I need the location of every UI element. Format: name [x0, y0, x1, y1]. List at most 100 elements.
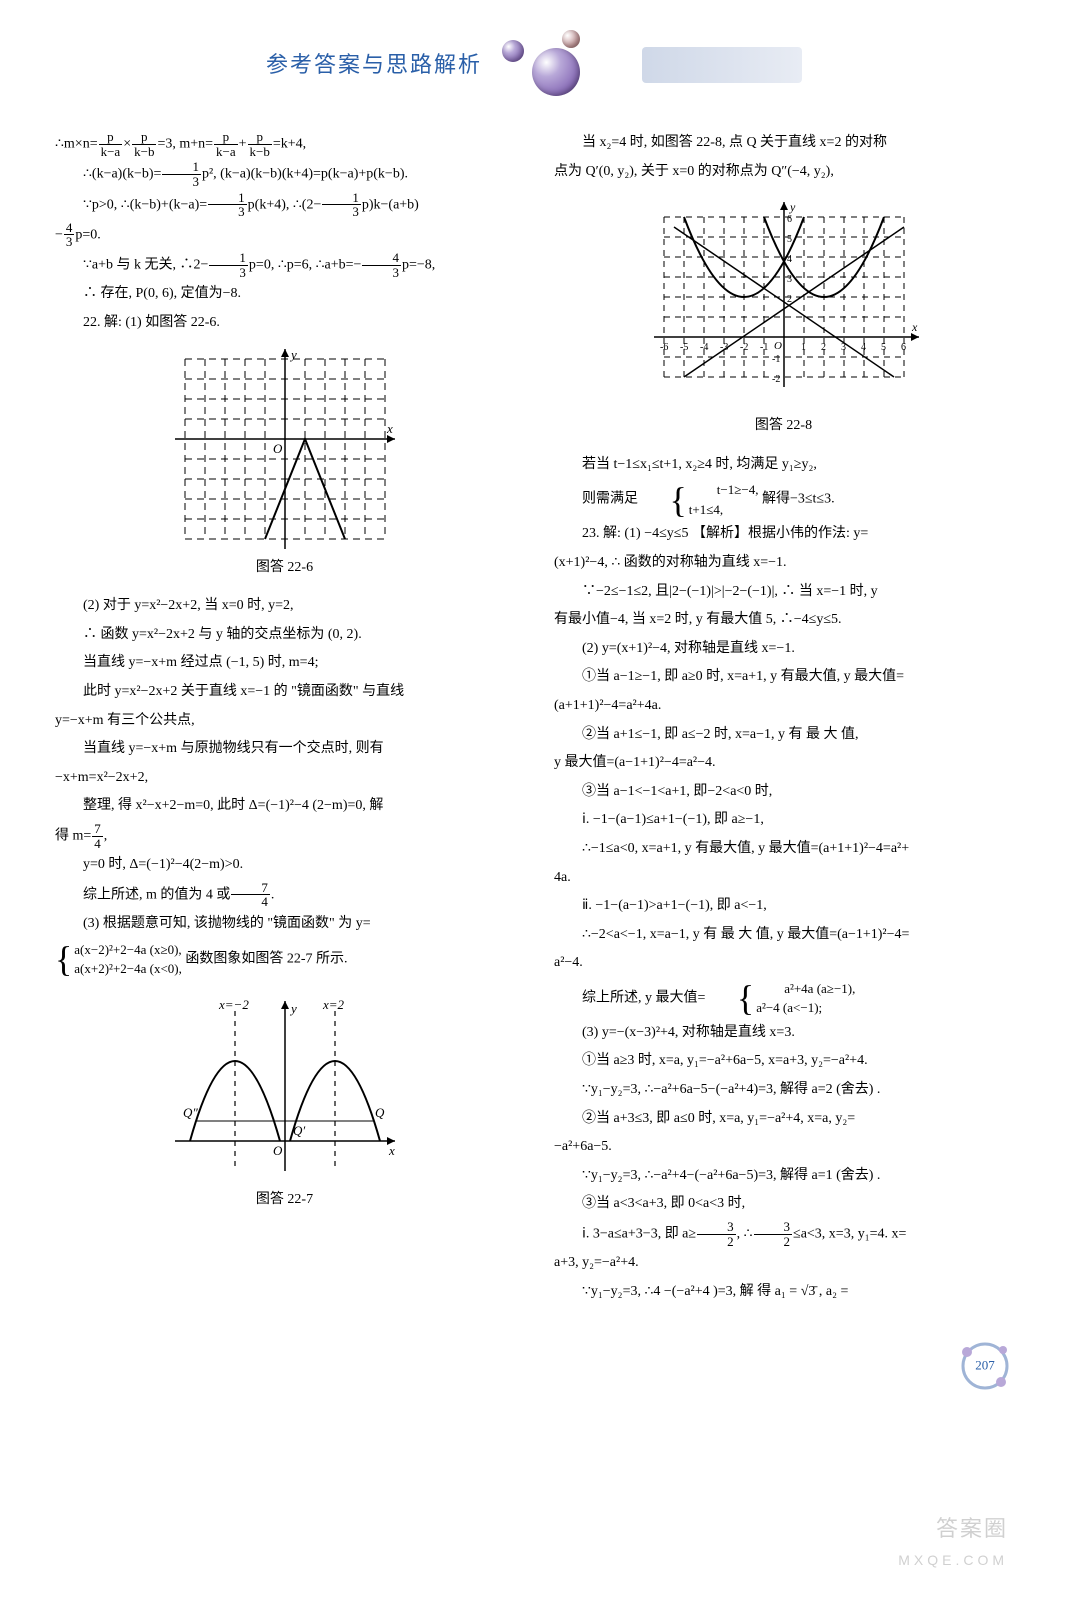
- svg-text:O: O: [774, 340, 782, 352]
- line: 综上所述, y 最大值= {a²+4a (a≥−1),a²−4 (a<−1);: [554, 979, 1013, 1018]
- line: ①当 a≥3 时, x=a, y₁=−a²+6a−5, x=a+3, y₂=−a…: [554, 1048, 1013, 1075]
- line: 4a.: [554, 865, 1013, 892]
- line: ∵p>0, ∴(k−b)+(k−a)=13p(k+4), ∴(2−13p)k−(…: [55, 191, 514, 219]
- line: ∵−2≤−1≤2, 且|2−(−1)|>|−2−(−1)|, ∴ 当 x=−1 …: [554, 579, 1013, 606]
- line: ∴−1≤a<0, x=a+1, y 有最大值, y 最大值=(a+1+1)²−4…: [554, 836, 1013, 863]
- line: ∵y₁−y₂=3, ∴−a²+4−(−a²+6a−5)=3, 解得 a=1 (舍…: [554, 1163, 1013, 1190]
- line: (3) y=−(x−3)²+4, 对称轴是直线 x=3.: [554, 1020, 1013, 1047]
- watermark-sub: MXQE.COM: [898, 1547, 1008, 1574]
- line: ②当 a+1≤−1, 即 a≤−2 时, x=a−1, y 有 最 大 值,: [554, 722, 1013, 749]
- line: 若当 t−1≤x₁≤t+1, x₂≥4 时, 均满足 y₁≥y₂,: [554, 452, 1013, 479]
- page-number: 207: [975, 1353, 995, 1378]
- svg-text:5: 5: [881, 342, 886, 353]
- orb-large: [532, 48, 580, 96]
- svg-text:4: 4: [861, 342, 866, 353]
- figure-22-6: O x y 图答 22-6: [55, 349, 514, 582]
- figure-caption: 图答 22-8: [755, 413, 812, 440]
- figure-caption: 图答 22-6: [256, 555, 313, 582]
- line: 当直线 y=−x+m 经过点 (−1, 5) 时, m=4;: [55, 650, 514, 677]
- line: 23. 解: (1) −4≤y≤5 【解析】根据小伟的作法: y=: [554, 521, 1013, 548]
- line: 此时 y=x²−2x+2 关于直线 x=−1 的 "镜面函数" 与直线: [55, 679, 514, 706]
- svg-text:-1: -1: [772, 354, 780, 365]
- svg-text:y: y: [289, 1001, 297, 1016]
- svg-text:x: x: [388, 1143, 395, 1158]
- line: y=0 时, Δ=(−1)²−4(2−m)>0.: [55, 852, 514, 879]
- content-columns: ∴m×n=pk−a×pk−b=3, m+n=pk−a+pk−b=k+4, ∴(k…: [55, 130, 1013, 1308]
- svg-text:-4: -4: [700, 342, 708, 353]
- line: (a+1+1)²−4=a²+4a.: [554, 693, 1013, 720]
- line: ②当 a+3≤3, 即 a≤0 时, x=a, y₁=−a²+4, x=a, y…: [554, 1106, 1013, 1133]
- figure-caption: 图答 22-7: [256, 1187, 313, 1214]
- line: ③当 a−1<−1<a+1, 即−2<a<0 时,: [554, 779, 1013, 806]
- svg-text:x: x: [911, 320, 918, 334]
- line: { a(x−2)²+2−4a (x≥0), a(x+2)²+2−4a (x<0)…: [55, 940, 514, 979]
- line: a+3, y₂=−a²+4.: [554, 1250, 1013, 1277]
- line: 则需满足 {t−1≥−4,t+1≤4, 解得−3≤t≤3.: [554, 480, 1013, 519]
- line: 22. 解: (1) 如图答 22-6.: [55, 310, 514, 337]
- left-column: ∴m×n=pk−a×pk−b=3, m+n=pk−a+pk−b=k+4, ∴(k…: [55, 130, 514, 1308]
- line: ∴−2<a<−1, x=a−1, y 有 最 大 值, y 最大值=(a−1+1…: [554, 922, 1013, 949]
- page-header: 参考答案与思路解析: [55, 30, 1013, 100]
- header-title: 参考答案与思路解析: [266, 44, 482, 86]
- line: 综上所述, m 的值为 4 或74.: [55, 881, 514, 909]
- svg-text:-2: -2: [740, 342, 748, 353]
- line: 得 m=74,: [55, 822, 514, 850]
- line: ∵y₁−y₂=3, ∴−a²+6a−5−(−a²+4)=3, 解得 a=2 (舍…: [554, 1077, 1013, 1104]
- line: ∴ 存在, P(0, 6), 定值为−8.: [55, 281, 514, 308]
- line: ∵y₁−y₂=3, ∴4 −(−a²+4 )=3, 解 得 a₁ = √3̄ ,…: [554, 1279, 1013, 1306]
- svg-text:O: O: [273, 1143, 283, 1158]
- line: 有最小值−4, 当 x=2 时, y 有最大值 5, ∴−4≤y≤5.: [554, 607, 1013, 634]
- line: 整理, 得 x²−x+2−m=0, 此时 Δ=(−1)²−4 (2−m)=0, …: [55, 793, 514, 820]
- header-banner: [642, 47, 802, 83]
- svg-text:3: 3: [841, 342, 846, 353]
- line: ⅱ. −1−(a−1)>a+1−(−1), 即 a<−1,: [554, 893, 1013, 920]
- line: ③当 a<3<a+3, 即 0<a<3 时,: [554, 1191, 1013, 1218]
- line: 当 x₂=4 时, 如图答 22-8, 点 Q 关于直线 x=2 的对称: [554, 130, 1013, 157]
- svg-text:-6: -6: [660, 342, 668, 353]
- svg-text:O: O: [273, 441, 283, 456]
- svg-text:3: 3: [787, 274, 792, 285]
- line: ①当 a−1≥−1, 即 a≥0 时, x=a+1, y 有最大值, y 最大值…: [554, 664, 1013, 691]
- line: y=−x+m 有三个公共点,: [55, 708, 514, 735]
- line: ∵a+b 与 k 无关, ∴2−13p=0, ∴p=6, ∴a+b=−43p=−…: [55, 251, 514, 279]
- line: ⅰ. 3−a≤a+3−3, 即 a≥32, ∴32≤a<3, x=3, y₁=4…: [554, 1220, 1013, 1248]
- svg-text:2: 2: [787, 294, 792, 305]
- svg-text:-1: -1: [760, 342, 768, 353]
- svg-text:Q″: Q″: [183, 1105, 198, 1120]
- orb-small: [502, 40, 524, 62]
- svg-text:2: 2: [821, 342, 826, 353]
- line: −a²+6a−5.: [554, 1134, 1013, 1161]
- svg-text:x: x: [386, 421, 393, 436]
- line: ⅰ. −1−(a−1)≤a+1−(−1), 即 a≥−1,: [554, 807, 1013, 834]
- svg-text:x=−2: x=−2: [218, 997, 249, 1012]
- line: −43p=0.: [55, 221, 514, 249]
- svg-text:-2: -2: [772, 374, 780, 385]
- svg-text:Q′: Q′: [293, 1123, 305, 1138]
- page-badge: 207: [55, 1338, 1013, 1405]
- watermark-main: 答案圈: [936, 1508, 1008, 1550]
- svg-text:y: y: [789, 200, 796, 214]
- line: a²−4.: [554, 950, 1013, 977]
- svg-text:-3: -3: [720, 342, 728, 353]
- line: ∴(k−a)(k−b)=13p², (k−a)(k−b)(k+4)=p(k−a)…: [55, 160, 514, 188]
- svg-text:6: 6: [787, 214, 792, 225]
- line: ∴ 函数 y=x²−2x+2 与 y 轴的交点坐标为 (0, 2).: [55, 622, 514, 649]
- line: (2) y=(x+1)²−4, 对称轴是直线 x=−1.: [554, 636, 1013, 663]
- svg-text:y: y: [289, 349, 297, 362]
- line: ∴m×n=pk−a×pk−b=3, m+n=pk−a+pk−b=k+4,: [55, 130, 514, 158]
- line: (2) 对于 y=x²−2x+2, 当 x=0 时, y=2,: [55, 593, 514, 620]
- orb-tiny: [562, 30, 580, 48]
- figure-22-8: -6-5 -4-3 -2-1 12 34 56 -1-2 23 45 6 O x…: [554, 197, 1013, 440]
- line: y 最大值=(a−1+1)²−4=a²−4.: [554, 750, 1013, 777]
- line: 当直线 y=−x+m 与原抛物线只有一个交点时, 则有: [55, 736, 514, 763]
- figure-22-7: x=−2 x=2 y x O Q Q′ Q″ 图答 22-7: [55, 991, 514, 1214]
- svg-text:Q: Q: [375, 1105, 385, 1120]
- svg-text:1: 1: [801, 342, 806, 353]
- svg-text:4: 4: [787, 254, 792, 265]
- svg-text:-5: -5: [680, 342, 688, 353]
- svg-text:5: 5: [787, 234, 792, 245]
- line: (3) 根据题意可知, 该抛物线的 "镜面函数" 为 y=: [55, 911, 514, 938]
- right-column: 当 x₂=4 时, 如图答 22-8, 点 Q 关于直线 x=2 的对称 点为 …: [554, 130, 1013, 1308]
- header-orbs: [502, 30, 622, 100]
- line: −x+m=x²−2x+2,: [55, 765, 514, 792]
